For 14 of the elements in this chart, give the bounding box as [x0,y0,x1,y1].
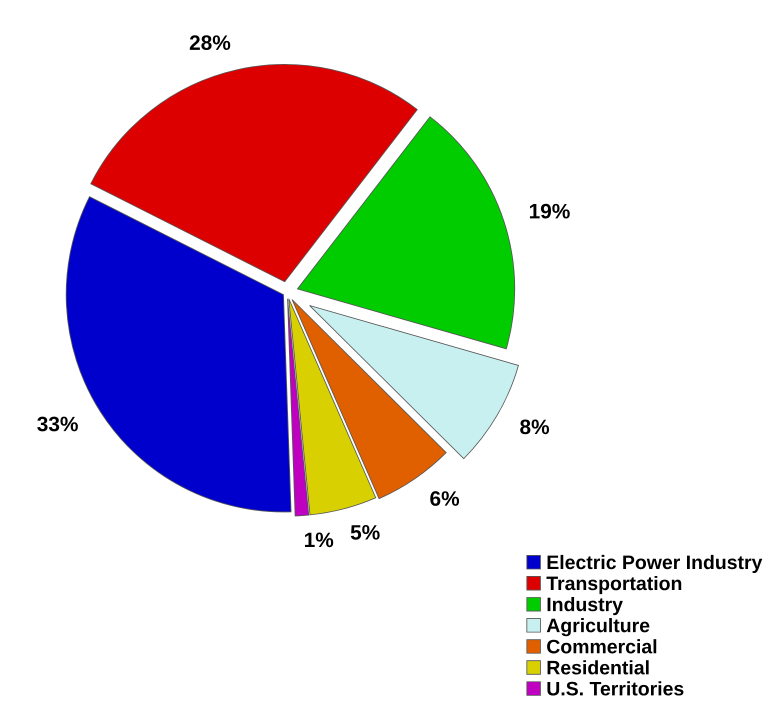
data-label: 8% [520,420,550,434]
legend-label: Agriculture [546,618,650,636]
legend-label: Industry [548,597,623,616]
data-label: 19% [530,204,570,219]
legend-label: Electric Power Industry [548,554,762,574]
data-label: 1% [304,532,334,548]
legend-label: Residential [548,660,649,675]
legend-label: U.S. Territories [547,681,684,696]
data-label: 28% [190,35,230,50]
data-label: 33% [37,416,78,432]
legend-label: Transportation [546,576,682,594]
legend-label: Commercial [547,639,656,654]
data-label: 6% [430,491,460,506]
data-label: 5% [350,525,380,540]
